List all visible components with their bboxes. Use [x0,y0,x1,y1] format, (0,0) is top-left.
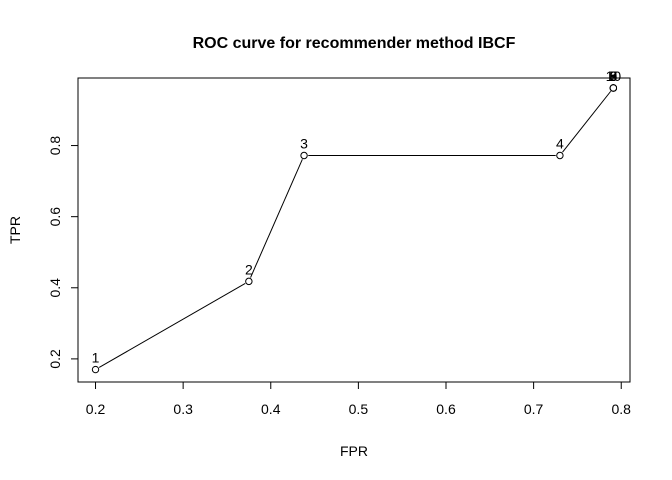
roc-point [91,365,100,374]
roc-point [609,84,618,92]
roc-point [245,277,253,286]
roc-point-label: 7 [609,68,617,84]
y-axis-label: TPR [7,216,23,244]
x-tick-label: 0.2 [86,401,106,417]
roc-point-label: 3 [300,136,308,152]
y-tick-label: 0.8 [47,136,63,156]
roc-point-label: 5 [609,68,617,84]
plot-frame [77,77,631,383]
y-tick-label: 0.2 [47,349,63,369]
roc-point-label: 9 [609,68,617,84]
x-tick-label: 0.7 [524,401,544,417]
y-axis: 0.2 0.4 0.6 0.8 [47,136,79,369]
roc-series-points [91,84,618,374]
chart-title: ROC curve for recommender method IBCF [193,35,516,52]
x-tick-label: 0.5 [349,401,369,417]
x-axis: 0.2 0.3 0.4 0.5 0.6 0.7 0.8 [86,381,632,417]
x-tick-label: 0.4 [261,401,281,417]
roc-line-segment [98,283,246,368]
x-tick-label: 0.8 [612,401,632,417]
roc-point-label: 2 [245,261,253,277]
y-tick-label: 0.4 [47,278,63,298]
y-tick-label: 0.6 [47,207,63,227]
roc-point-label: 4 [556,136,564,152]
roc-line-segment [562,90,612,153]
roc-point [300,151,308,160]
x-tick-label: 0.3 [173,401,193,417]
roc-point [556,151,564,160]
roc-point-label: 8 [609,68,617,84]
x-axis-label: FPR [340,443,368,459]
roc-point-label: 10 [606,68,622,84]
roc-line-segment [250,159,303,278]
roc-point-label: 1 [92,350,100,366]
x-tick-label: 0.6 [436,401,456,417]
roc-series-line [98,90,612,368]
roc-point-label: 6 [609,68,617,84]
